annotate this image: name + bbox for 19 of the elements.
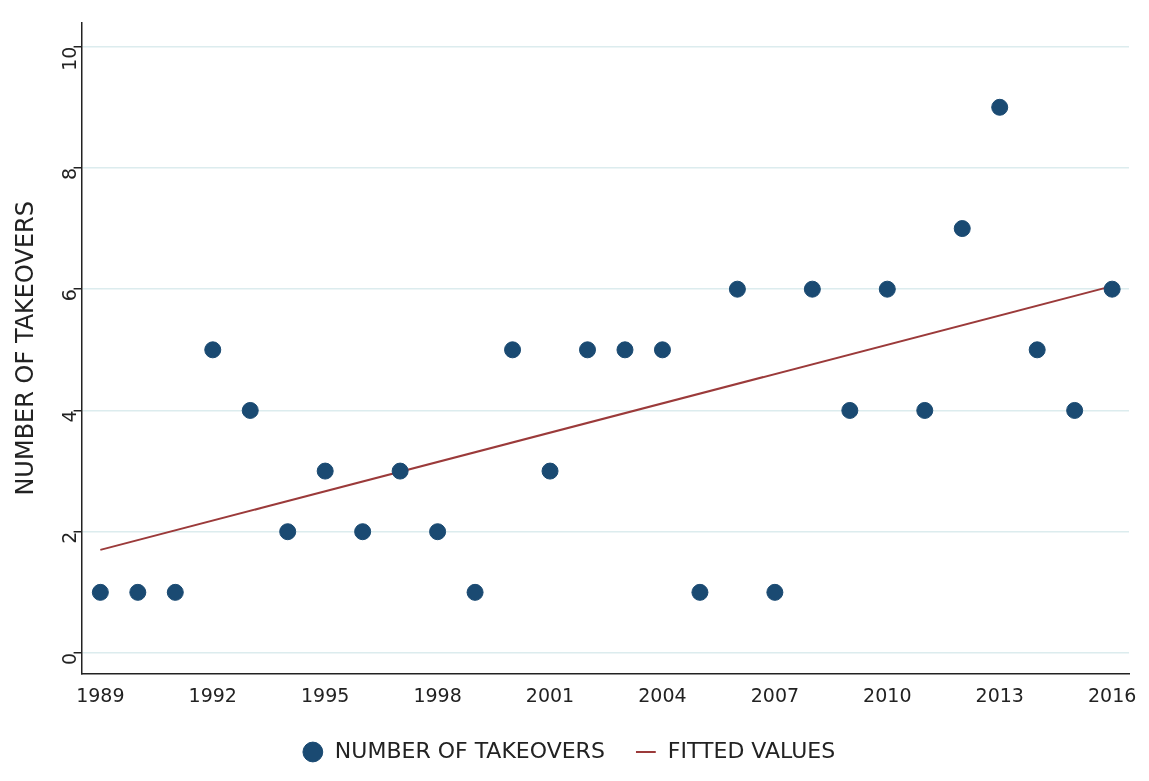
y-tick-label: 2: [57, 531, 80, 544]
y-axis-title: NUMBER OF TAKEOVERS: [10, 201, 39, 496]
y-tick-label: 0: [57, 652, 80, 666]
x-tick-label: 1995: [301, 683, 350, 706]
x-tick-label: 1992: [188, 683, 237, 706]
x-tick-label: 1998: [413, 683, 462, 706]
x-tick-label: 2010: [863, 683, 912, 706]
x-tick-label: 2004: [638, 683, 687, 706]
x-tick-label: 2001: [525, 683, 575, 706]
x-tick-label: 2007: [750, 683, 800, 706]
y-tick-label: 10: [57, 46, 80, 71]
y-tick-label: 8: [57, 167, 80, 181]
x-tick-label: 2013: [975, 683, 1024, 706]
y-tick-label: 6: [57, 289, 80, 302]
y-tick-label: 4: [57, 410, 80, 423]
legend-label: NUMBER OF TAKEOVERS: [334, 737, 605, 763]
x-tick-label: 1989: [76, 683, 125, 706]
legend-label: FITTED VALUES: [667, 737, 836, 763]
x-tick-label: 2016: [1087, 683, 1137, 706]
